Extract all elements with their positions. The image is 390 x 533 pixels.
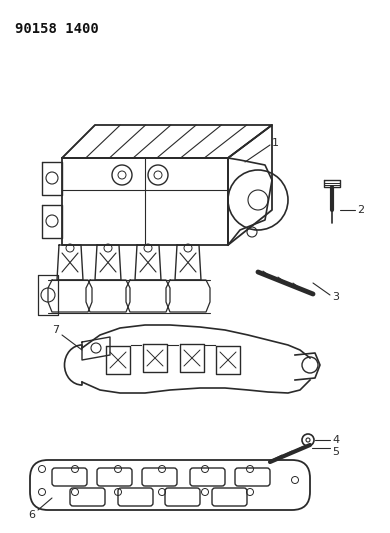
Text: 7: 7 [52, 325, 59, 335]
Text: 5: 5 [332, 447, 339, 457]
Text: 90158 1400: 90158 1400 [15, 22, 99, 36]
Text: 6: 6 [28, 510, 35, 520]
Text: 4: 4 [332, 435, 339, 445]
Text: 3: 3 [332, 292, 339, 302]
Text: 2: 2 [357, 205, 364, 215]
Text: 1: 1 [272, 138, 279, 148]
